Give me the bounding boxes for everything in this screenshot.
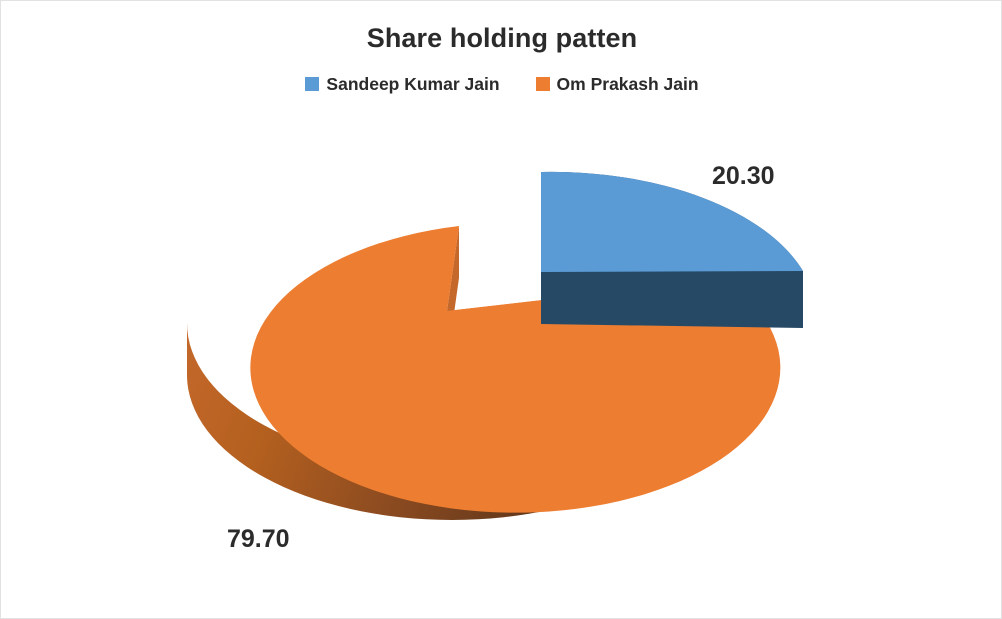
legend-swatch-orange-icon	[535, 77, 550, 91]
data-label-om-prakash-jain: 79.70	[227, 525, 290, 553]
chart-title: Share holding patten	[366, 23, 638, 53]
legend-label-sandeep-kumar-jain: Sandeep Kumar Jain	[326, 74, 500, 94]
legend-item-om-prakash-jain[interactable]: Om Prakash Jain	[535, 74, 699, 94]
pie-slice-sandeep-kumar-jain-top	[541, 171, 803, 272]
data-label-sandeep-kumar-jain: 20.30	[712, 162, 775, 190]
chart-legend: Sandeep Kumar Jain Om Prakash Jain	[1, 74, 1001, 94]
legend-label-om-prakash-jain: Om Prakash Jain	[556, 74, 699, 94]
legend-item-sandeep-kumar-jain[interactable]: Sandeep Kumar Jain	[305, 74, 500, 94]
legend-swatch-blue-icon	[305, 77, 320, 91]
